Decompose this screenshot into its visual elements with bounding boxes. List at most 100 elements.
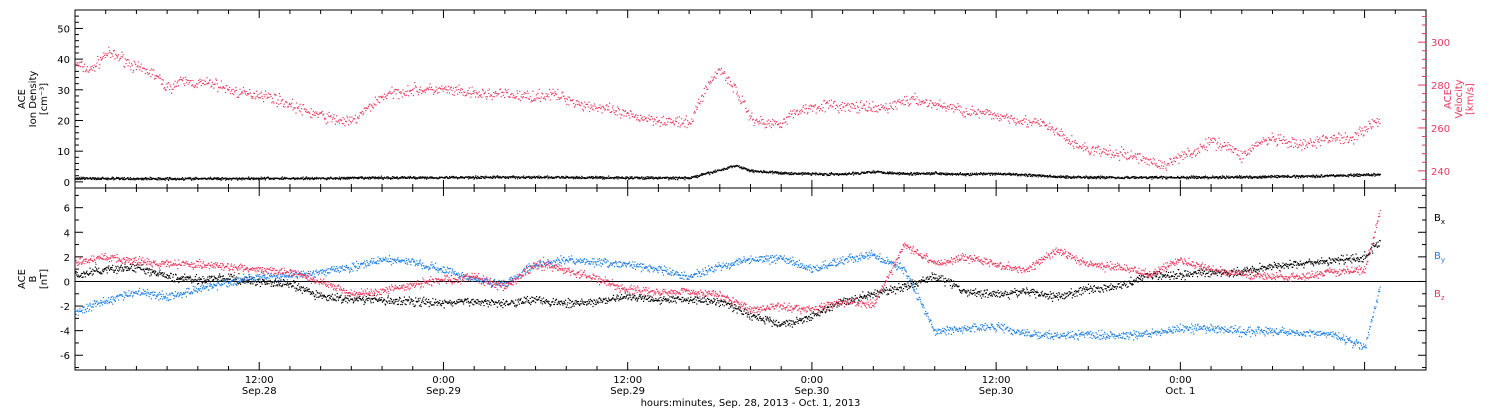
velocity-point <box>325 118 326 119</box>
velocity-point <box>1294 143 1295 144</box>
velocity-point <box>671 119 672 120</box>
density-point <box>1222 175 1223 176</box>
velocity-point <box>1348 142 1349 143</box>
velocity-point <box>427 88 428 89</box>
velocity-point <box>284 107 285 108</box>
x-tick-label-time: 0:00 <box>1169 375 1191 386</box>
velocity-point <box>331 121 332 122</box>
velocity-point <box>1299 144 1300 145</box>
velocity-point <box>138 61 139 62</box>
velocity-point <box>999 118 1000 119</box>
velocity-point <box>478 97 479 98</box>
velocity-point <box>1142 160 1143 161</box>
velocity-point <box>638 119 639 120</box>
velocity-point <box>535 99 536 100</box>
velocity-point <box>1279 140 1280 141</box>
velocity-point <box>821 104 822 105</box>
density-point <box>874 171 875 172</box>
velocity-point <box>391 93 392 94</box>
density-point <box>1366 175 1367 176</box>
velocity-point <box>445 86 446 87</box>
density-point <box>742 167 743 168</box>
velocity-point <box>1053 129 1054 130</box>
velocity-point <box>1084 146 1085 147</box>
density-point <box>829 175 830 176</box>
velocity-point <box>1147 164 1148 165</box>
velocity-point <box>1268 137 1269 138</box>
velocity-point <box>1256 142 1257 143</box>
velocity-point <box>515 98 516 99</box>
density-point <box>1262 175 1263 176</box>
velocity-point <box>700 103 701 104</box>
velocity-point <box>762 119 763 120</box>
velocity-point <box>1006 114 1007 115</box>
velocity-point <box>721 68 722 69</box>
density-point <box>1348 176 1349 177</box>
velocity-point <box>110 57 111 58</box>
velocity-point <box>997 113 998 114</box>
density-point <box>309 179 310 180</box>
velocity-point <box>1258 145 1259 146</box>
velocity-point <box>250 92 251 93</box>
velocity-point <box>837 106 838 107</box>
density-point <box>916 174 917 175</box>
velocity-point <box>876 106 877 107</box>
velocity-point <box>1042 122 1043 123</box>
velocity-point <box>1300 140 1301 141</box>
velocity-point <box>1215 140 1216 141</box>
velocity-point <box>862 108 863 109</box>
density-point <box>1100 176 1101 177</box>
velocity-point <box>310 117 311 118</box>
velocity-point <box>899 99 900 100</box>
velocity-point <box>1355 132 1356 133</box>
velocity-point <box>794 109 795 110</box>
velocity-point <box>1133 155 1134 156</box>
velocity-point <box>332 118 333 119</box>
velocity-point <box>270 94 271 95</box>
velocity-point <box>474 92 475 93</box>
velocity-point <box>266 98 267 99</box>
density-point <box>653 177 654 178</box>
velocity-point <box>985 113 986 114</box>
velocity-point <box>751 113 752 114</box>
velocity-point <box>117 57 118 58</box>
velocity-point <box>1306 144 1307 145</box>
velocity-point <box>619 113 620 114</box>
velocity-point <box>828 108 829 109</box>
velocity-point <box>1164 161 1165 162</box>
velocity-point <box>890 103 891 104</box>
density-point <box>1298 178 1299 179</box>
velocity-point <box>893 109 894 110</box>
velocity-point <box>718 70 719 71</box>
y-axis-label-left-bottom: ACE <box>17 269 28 289</box>
velocity-point <box>184 83 185 84</box>
velocity-point <box>140 66 141 67</box>
velocity-point <box>347 117 348 118</box>
velocity-point <box>425 92 426 93</box>
velocity-point <box>1260 142 1261 143</box>
velocity-point <box>882 107 883 108</box>
velocity-point <box>229 87 230 88</box>
velocity-point <box>415 85 416 86</box>
velocity-point <box>891 107 892 108</box>
velocity-point <box>461 92 462 93</box>
velocity-point <box>771 124 772 125</box>
velocity-point <box>241 93 242 94</box>
velocity-point <box>568 104 569 105</box>
velocity-point <box>434 92 435 93</box>
density-point <box>481 178 482 179</box>
velocity-point <box>724 71 725 72</box>
velocity-point <box>1004 115 1005 116</box>
velocity-point <box>788 116 789 117</box>
velocity-point <box>550 99 551 100</box>
density-point <box>660 176 661 177</box>
density-point <box>1025 175 1026 176</box>
velocity-point <box>1049 123 1050 124</box>
velocity-point <box>239 94 240 95</box>
velocity-point <box>676 121 677 122</box>
velocity-point <box>979 117 980 118</box>
velocity-point <box>232 93 233 94</box>
velocity-point <box>1163 166 1164 167</box>
velocity-point <box>186 82 187 83</box>
velocity-point <box>975 111 976 112</box>
